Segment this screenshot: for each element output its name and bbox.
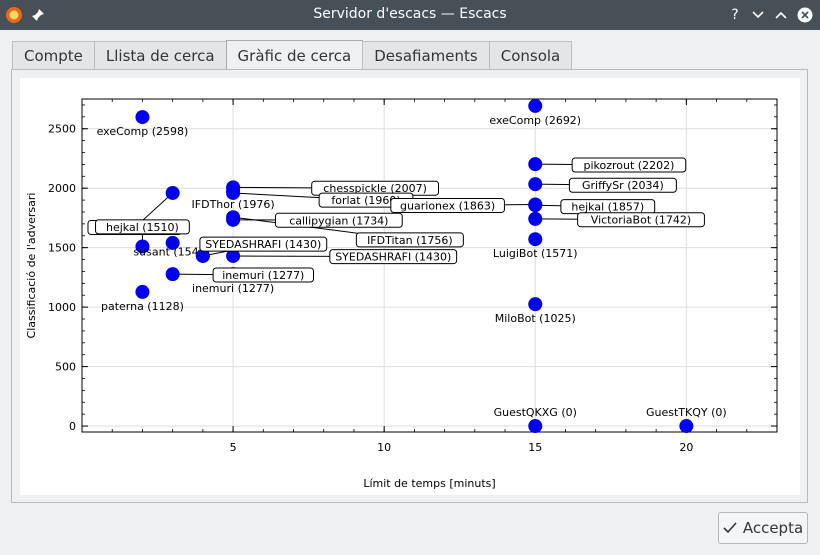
point-label: MiloBot (1025) [495, 312, 576, 325]
close-button[interactable] [795, 5, 815, 25]
y-tick-label: 0 [69, 420, 76, 433]
point-label-box [212, 267, 315, 283]
y-axis-label: Classificació de l'adversari [25, 193, 38, 339]
point-label: GuestQKXG (0) [494, 406, 577, 419]
data-point [135, 284, 150, 299]
point-label: pikozrout (2202) [583, 159, 674, 172]
data-point [528, 177, 543, 192]
tab-consola[interactable]: Consola [488, 41, 573, 69]
point-label-box [199, 236, 328, 252]
data-point [528, 419, 543, 434]
data-point [165, 267, 180, 282]
point-label-box [568, 177, 677, 193]
point-label: VictoriaBot (1742) [591, 214, 691, 227]
point-label: chesspickle (2007) [323, 182, 427, 195]
data-point [528, 232, 543, 247]
point-label: LuigiBot (1571) [493, 247, 578, 260]
data-point [226, 184, 241, 199]
point-label: hejkal (1510) [106, 221, 179, 234]
point-label-box [329, 249, 458, 265]
data-point [528, 98, 543, 113]
point-label-box [577, 212, 705, 228]
x-tick-label: 20 [679, 441, 693, 454]
y-tick-label: 500 [55, 361, 76, 374]
maximize-button[interactable] [771, 5, 791, 25]
point-label-box [355, 232, 464, 248]
tab-grafic-de-cerca[interactable]: Gràfic de cerca [225, 40, 364, 70]
point-label: guarionex (1863) [400, 199, 495, 212]
data-point [135, 239, 150, 254]
title-bar: Servidor d'escacs — Escacs ? [0, 0, 820, 30]
data-point [165, 185, 180, 200]
app-icon [4, 5, 24, 25]
point-label-box [571, 157, 687, 173]
point-label: inemuri (1277) [222, 269, 304, 282]
point-label: SYEDASHRAFI (1430) [205, 238, 321, 251]
x-tick-label: 10 [377, 441, 391, 454]
y-tick-label: 2500 [48, 123, 76, 136]
data-point [528, 297, 543, 312]
point-label-box [274, 212, 403, 228]
data-point [528, 211, 543, 226]
tab-bar: Compte Llista de cerca Gràfic de cerca D… [12, 40, 573, 70]
data-point [135, 110, 150, 125]
y-tick-label: 1500 [48, 242, 76, 255]
tab-llista-de-cerca[interactable]: Llista de cerca [93, 41, 227, 69]
x-tick-label: 5 [230, 441, 237, 454]
point-label: SYEDASHRAFI (1430) [335, 251, 451, 264]
point-label: susant (1540) [133, 245, 210, 258]
point-label: GriffySr (2034) [582, 179, 664, 192]
plot-frame [81, 98, 778, 433]
point-label-box [95, 219, 190, 235]
accept-button[interactable]: Accepta [718, 512, 808, 544]
point-label-box [390, 197, 505, 213]
x-axis-label: Límit de temps [minuts] [363, 477, 495, 490]
point-label: exeComp (2692) [489, 114, 581, 127]
seek-graph-svg: 5 10 15 20 0 500 1000 1500 2000 2500 Límit de temp… [25, 98, 778, 490]
point-label: forlat (1960) [331, 194, 400, 207]
data-point [679, 419, 694, 434]
point-label: hejkal (1857) [571, 201, 644, 214]
window-title: Servidor d'escacs — Escacs [313, 6, 507, 22]
data-point [226, 248, 241, 263]
point-label: inemuri (1277) [192, 282, 274, 295]
x-tick-label: 15 [528, 441, 542, 454]
seek-graph: 5 10 15 20 0 500 1000 1500 2000 2500 Límit de temp… [20, 78, 800, 495]
data-point [226, 210, 241, 225]
tab-compte[interactable]: Compte [12, 41, 95, 69]
data-point [195, 248, 210, 263]
help-button[interactable]: ? [731, 7, 739, 23]
point-label: callipygian (1734) [289, 214, 388, 227]
data-point [165, 235, 180, 250]
checkmark-icon [723, 522, 737, 534]
point-label: paterna (1128) [101, 300, 184, 313]
point-label: IFDThor (1976) [192, 198, 275, 211]
point-label: IFDTitan (1756) [367, 234, 453, 247]
point-label: exeComp (2598) [97, 125, 189, 138]
accept-label: Accepta [742, 519, 804, 537]
data-point [528, 198, 543, 213]
y-tick-label: 1000 [48, 301, 76, 314]
minimize-button[interactable] [748, 5, 768, 25]
y-tick-label: 2000 [48, 182, 76, 195]
pin-icon[interactable] [28, 5, 48, 25]
data-point [528, 157, 543, 172]
point-label: GuestTKQY (0) [646, 406, 727, 419]
tab-desafiaments[interactable]: Desafiaments [362, 41, 490, 69]
